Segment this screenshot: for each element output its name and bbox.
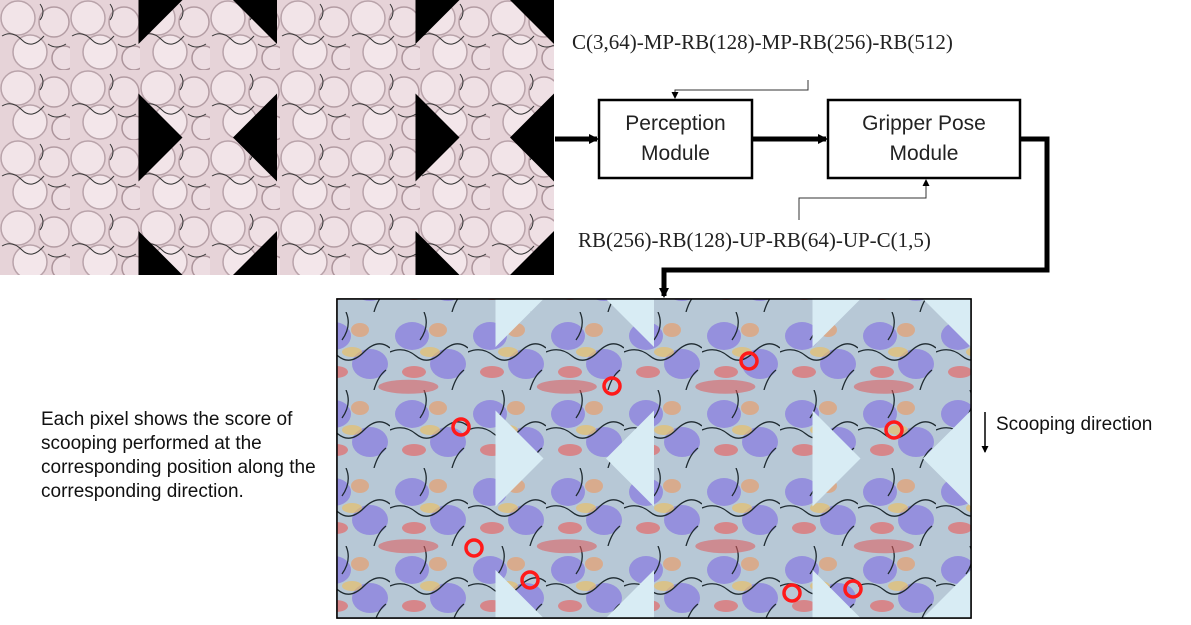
heat-streak — [536, 379, 597, 394]
best-score-marker — [843, 579, 863, 599]
heatmap-tile — [495, 299, 654, 459]
input-tile-rotated-region — [415, 137, 554, 275]
input-tile — [277, 0, 416, 138]
heatmap-tile — [812, 299, 971, 459]
module-boxes — [597, 98, 1022, 180]
perception-module-label: Perception Module — [625, 112, 726, 165]
heat-streak — [853, 379, 914, 394]
heat-streak — [536, 539, 597, 554]
gripper-to-heatmap-arrow — [659, 136, 1050, 298]
heatmap-tile — [812, 458, 971, 618]
best-score-marker — [602, 376, 622, 396]
best-score-marker — [520, 570, 540, 590]
heatmap-tile — [337, 458, 496, 618]
decoder-architecture-label: RB(256)-RB(128)-UP-RB(64)-UP-C(1,5) — [578, 228, 931, 252]
score-heatmap-grid — [336, 298, 972, 619]
heatmap-caption: Each pixel shows the score of scooping p… — [41, 409, 316, 502]
input-tile — [277, 137, 416, 275]
input-tile-rotated-region — [138, 0, 277, 138]
best-score-marker — [884, 420, 904, 440]
heatmap-border — [336, 298, 972, 619]
input-tile-rotated-region — [415, 0, 554, 138]
best-score-markers — [451, 351, 904, 603]
heatmap-tile — [654, 458, 813, 618]
decoder-connector — [798, 179, 930, 220]
flow-arrows — [555, 80, 1050, 453]
heatmap-tile — [495, 458, 654, 618]
gripper-pose-module-box — [826, 98, 1022, 180]
input-tile-rotated-region — [138, 137, 277, 275]
input-image-grid — [0, 0, 554, 275]
heat-streak — [695, 379, 756, 394]
encoder-connector — [671, 80, 809, 99]
gripper-pose-module-label: Gripper Pose Module — [862, 112, 986, 165]
encoder-architecture-label: C(3,64)-MP-RB(128)-MP-RB(256)-RB(512) — [572, 30, 953, 54]
heat-streak — [853, 539, 914, 554]
heatmap-tile — [337, 299, 496, 459]
scooping-direction-label: Scooping direction — [996, 414, 1153, 435]
heatmap-tile — [654, 299, 813, 459]
heat-streak — [378, 539, 439, 554]
heat-streak — [378, 379, 439, 394]
best-score-marker — [782, 583, 802, 603]
best-score-marker — [739, 351, 759, 371]
heat-streak — [695, 539, 756, 554]
best-score-marker — [451, 417, 471, 437]
best-score-marker — [464, 538, 484, 558]
input-tile — [0, 137, 139, 275]
input-tile — [0, 0, 139, 138]
perception-module-box — [597, 98, 754, 180]
